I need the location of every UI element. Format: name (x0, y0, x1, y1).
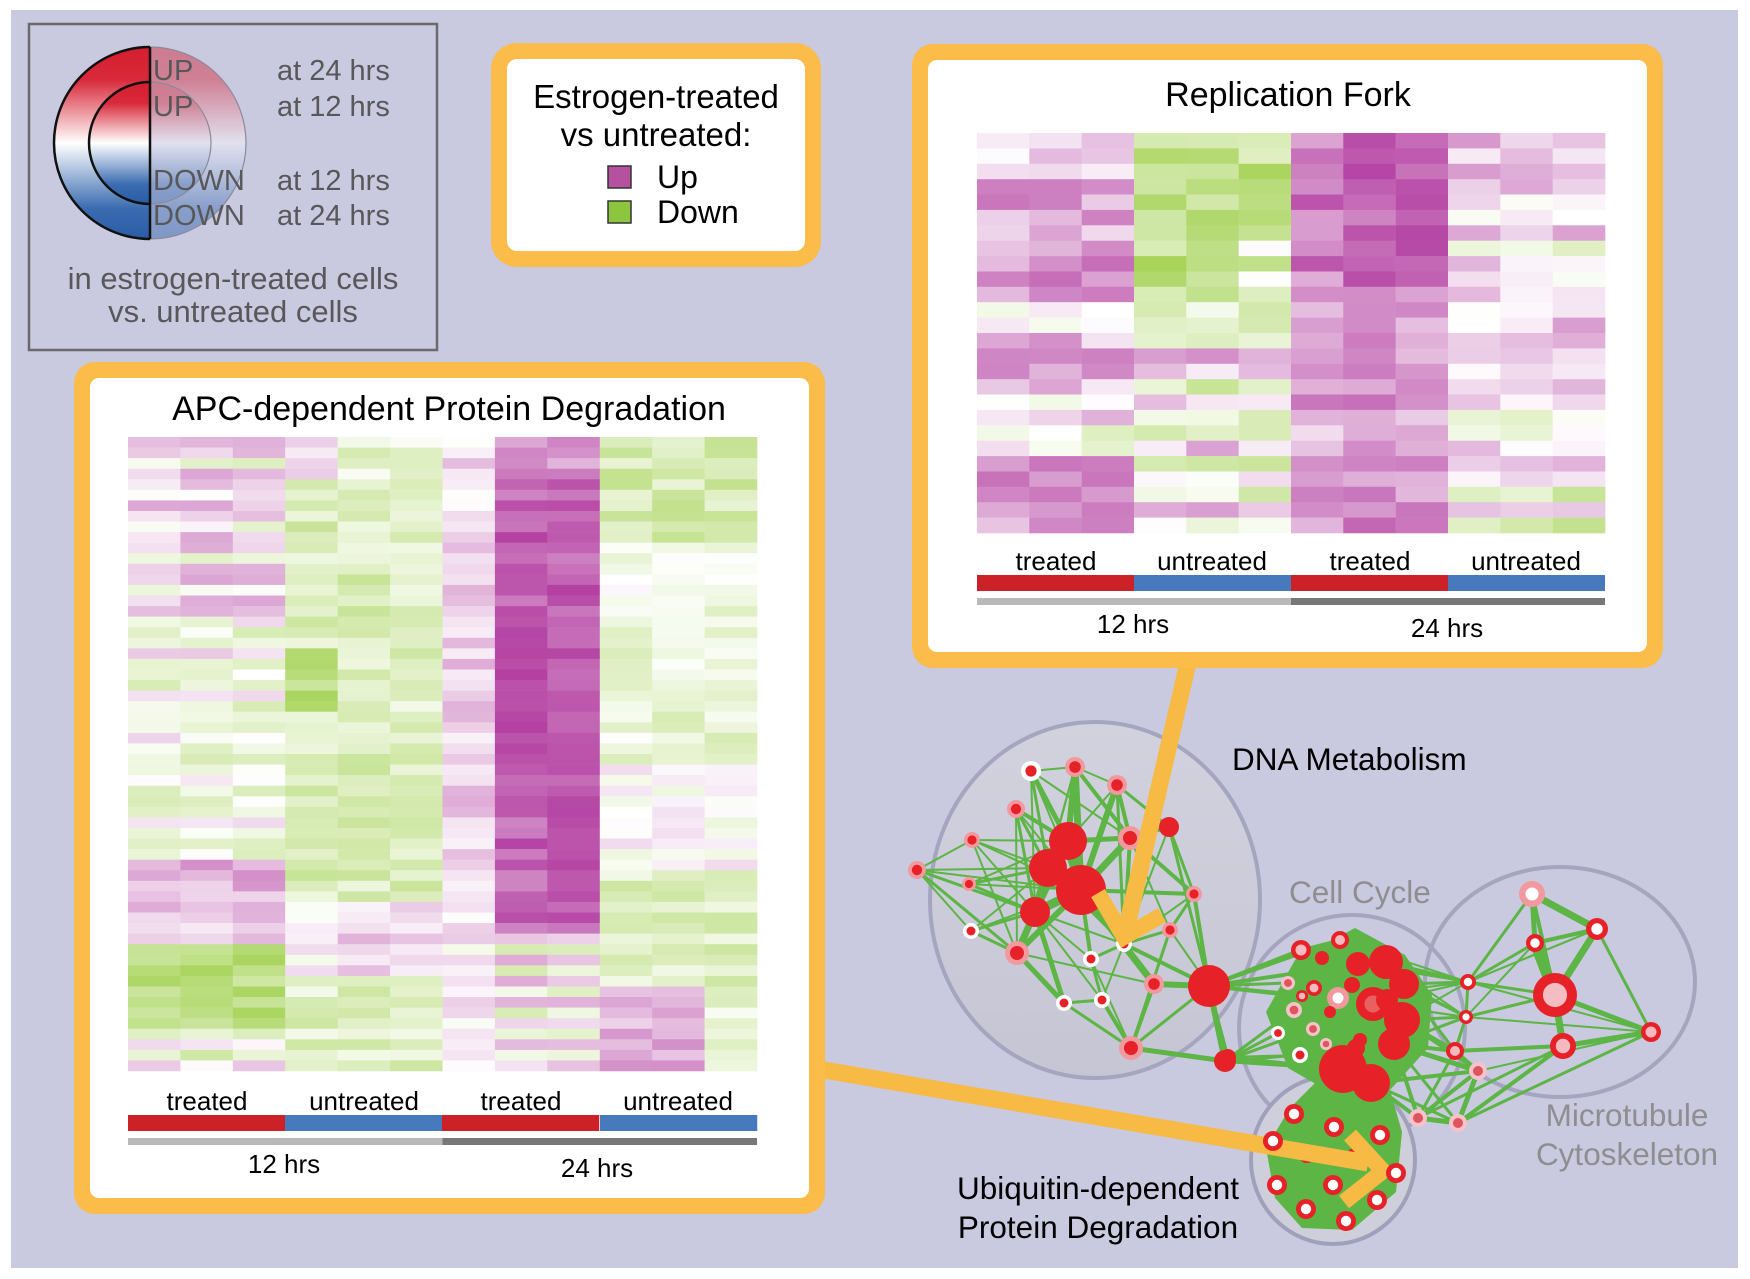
svg-text:Replication Fork: Replication Fork (1165, 76, 1412, 114)
svg-text:Ubiquitin-dependent: Ubiquitin-dependent (957, 1170, 1239, 1206)
svg-text:24 hrs: 24 hrs (1411, 613, 1483, 643)
svg-text:Microtubule: Microtubule (1546, 1097, 1709, 1133)
svg-text:treated: treated (1330, 546, 1411, 576)
svg-text:APC-dependent Protein Degradat: APC-dependent Protein Degradation (172, 390, 726, 428)
svg-text:UP: UP (153, 91, 193, 123)
svg-text:Up: Up (657, 159, 698, 195)
svg-text:Protein Degradation: Protein Degradation (958, 1209, 1238, 1245)
svg-text:Cell Cycle: Cell Cycle (1289, 874, 1431, 910)
svg-text:untreated: untreated (1157, 546, 1267, 576)
svg-text:at 24 hrs: at 24 hrs (277, 200, 390, 232)
svg-text:vs untreated:: vs untreated: (561, 116, 752, 153)
svg-text:treated: treated (481, 1086, 562, 1116)
svg-text:Estrogen-treated: Estrogen-treated (533, 78, 779, 115)
svg-text:12 hrs: 12 hrs (248, 1149, 320, 1179)
svg-text:at 24 hrs: at 24 hrs (277, 55, 390, 87)
svg-text:untreated: untreated (623, 1086, 733, 1116)
svg-text:in estrogen-treated cells: in estrogen-treated cells (68, 261, 399, 296)
svg-text:untreated: untreated (309, 1086, 419, 1116)
svg-text:DOWN: DOWN (153, 200, 245, 232)
svg-text:treated: treated (1016, 546, 1097, 576)
svg-text:24 hrs: 24 hrs (561, 1153, 633, 1183)
svg-text:treated: treated (167, 1086, 248, 1116)
svg-text:vs. untreated cells: vs. untreated cells (108, 294, 358, 329)
svg-text:DOWN: DOWN (153, 165, 245, 197)
svg-text:DNA Metabolism: DNA Metabolism (1232, 741, 1467, 777)
svg-text:Down: Down (657, 194, 739, 230)
svg-text:untreated: untreated (1471, 546, 1581, 576)
svg-text:12 hrs: 12 hrs (1097, 609, 1169, 639)
svg-text:Cytoskeleton: Cytoskeleton (1536, 1136, 1718, 1172)
svg-text:at 12 hrs: at 12 hrs (277, 91, 390, 123)
svg-text:UP: UP (153, 55, 193, 87)
svg-text:at 12 hrs: at 12 hrs (277, 165, 390, 197)
